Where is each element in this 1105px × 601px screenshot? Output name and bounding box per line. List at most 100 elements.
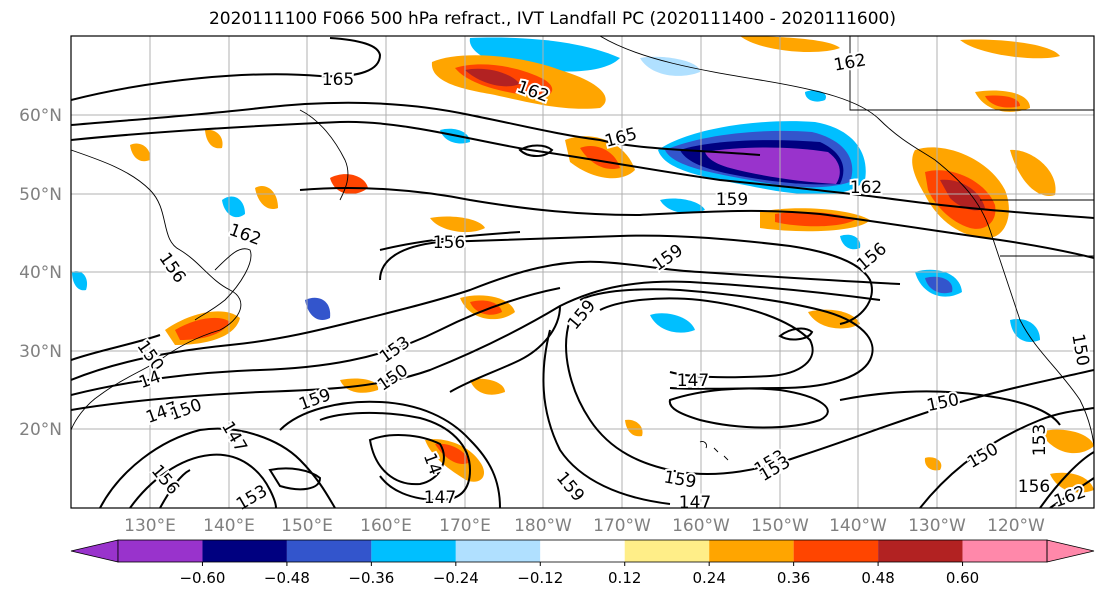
refractivity-contours <box>71 37 1094 508</box>
colorbar-bin <box>371 540 456 562</box>
colorbar-bin <box>793 540 879 562</box>
longitude-tick-label: 130°W <box>908 516 966 536</box>
negative-anomaly-blob <box>650 313 695 333</box>
positive-anomaly-blob <box>130 143 151 162</box>
contour-label: 153 <box>376 333 414 368</box>
colorbar-frame <box>117 539 1048 563</box>
negative-anomaly-blob <box>222 196 245 218</box>
contour-label: 150 <box>925 390 961 416</box>
ivt-shading <box>72 36 1094 493</box>
latitude-tick-label: 40°N <box>19 263 62 283</box>
negative-anomaly-blob <box>72 271 88 291</box>
positive-anomaly-blob <box>1010 149 1056 196</box>
latitude-tick-label: 30°N <box>19 342 62 362</box>
longitude-tick-label: 150°W <box>751 516 809 536</box>
positive-anomaly-blob <box>808 309 860 329</box>
contour-label: 156 <box>433 233 465 253</box>
contour-label: 147 <box>217 418 251 456</box>
colorbar-tick-label: 0.36 <box>777 569 810 587</box>
contour-label: 159 <box>662 467 697 492</box>
positive-anomaly-blob <box>625 419 643 437</box>
contour-label: 162 <box>850 178 882 198</box>
contour-label: 156 <box>1018 477 1050 497</box>
colorbar-bin <box>962 540 1047 562</box>
negative-anomaly-blob <box>805 90 826 102</box>
negative-anomaly-blob <box>660 198 705 214</box>
colorbar-extend-min <box>70 539 119 563</box>
positive-anomaly-blob <box>924 457 942 471</box>
colorbar-tick-label: 0.24 <box>692 569 725 587</box>
longitude-tick-label: 160°E <box>360 516 412 536</box>
colorbar-bin <box>455 540 541 562</box>
positive-anomaly-blob <box>205 129 223 149</box>
positive-anomaly-blob <box>985 95 1020 108</box>
positive-anomaly-blob <box>1050 472 1094 493</box>
positive-anomaly-blob <box>470 300 502 315</box>
colorbar: −0.60 −0.48 −0.36 −0.24 −0.12 0.12 0.24 0.36 0.4… <box>70 539 1095 587</box>
colorbar-bin <box>540 540 625 562</box>
positive-anomaly-blob <box>1040 429 1094 454</box>
negative-anomaly-blob <box>305 297 331 320</box>
colorbar-bin <box>118 540 203 562</box>
latitude-tick-label: 20°N <box>19 420 62 440</box>
positive-anomaly-blob <box>470 378 505 395</box>
contour-label: 165 <box>322 70 354 90</box>
longitude-tick-label: 170°E <box>439 516 491 536</box>
contour-label: 159 <box>716 190 748 210</box>
colorbar-tick-label: −0.60 <box>179 569 225 587</box>
longitude-tick-label: 120°W <box>987 516 1045 536</box>
positive-anomaly-blob <box>435 443 470 464</box>
contour-label: 156 <box>147 461 183 499</box>
colorbar-tick-label: −0.24 <box>433 569 479 587</box>
positive-anomaly-blob <box>465 68 520 87</box>
negative-anomaly-blob <box>840 234 861 250</box>
contour-label: 147 <box>677 371 709 391</box>
colorbar-bin <box>709 540 794 562</box>
alaska-coastline <box>599 36 936 161</box>
colorbar-tick-label: 0.12 <box>608 569 641 587</box>
colorbar-tick-label: −0.36 <box>348 569 394 587</box>
contour-label: 165 <box>603 124 640 152</box>
contour-label: 153 <box>1030 424 1050 456</box>
longitude-tick-label: 170°W <box>593 516 651 536</box>
colorbar-bin <box>878 540 963 562</box>
colorbar-bin <box>286 540 372 562</box>
contour-label: 153 <box>233 481 271 515</box>
colorbar-bin <box>624 540 710 562</box>
colorbar-tick-label: −0.48 <box>264 569 310 587</box>
japan-coastline <box>194 248 252 321</box>
colorbar-tick-label: 0.48 <box>861 569 894 587</box>
colorbar-bin <box>202 540 287 562</box>
map-frame <box>70 35 1095 509</box>
negative-anomaly-blob <box>1010 318 1040 342</box>
colorbar-tick-label: 0.60 <box>946 569 979 587</box>
negative-anomaly-blob <box>925 276 953 294</box>
longitude-tick-label: 150°E <box>281 516 333 536</box>
longitude-tick-label: 180°W <box>514 516 572 536</box>
negative-anomaly-blob <box>640 56 700 76</box>
border-line <box>849 36 1094 111</box>
positive-anomaly-blob <box>430 216 485 233</box>
contour-label: 162 <box>832 50 867 75</box>
contour-label: 156 <box>155 249 190 287</box>
negative-anomaly-blob <box>705 147 840 184</box>
longitude-tick-label: 140°W <box>829 516 887 536</box>
longitude-tick-label: 140°E <box>203 516 255 536</box>
contour-label: 147 <box>424 488 456 508</box>
longitude-tick-label: 130°E <box>124 516 176 536</box>
positive-anomaly-blob <box>960 39 1060 59</box>
colorbar-extend-max <box>1046 539 1095 563</box>
contour-label: 162 <box>226 220 263 250</box>
positive-anomaly-blob <box>940 179 985 211</box>
positive-anomaly-blob <box>330 174 368 194</box>
colorbar-tick-label: −0.12 <box>517 569 563 587</box>
kamchatka-coastline <box>299 109 349 201</box>
contour-label: 147 <box>679 493 711 513</box>
hawaii-coastline <box>699 441 729 461</box>
longitude-tick-label: 160°W <box>672 516 730 536</box>
latitude-tick-labels: 60°N 50°N 40°N 30°N 20°N <box>19 106 62 440</box>
positive-anomaly-blob <box>255 186 278 210</box>
contour-label: 150 <box>1067 332 1092 367</box>
